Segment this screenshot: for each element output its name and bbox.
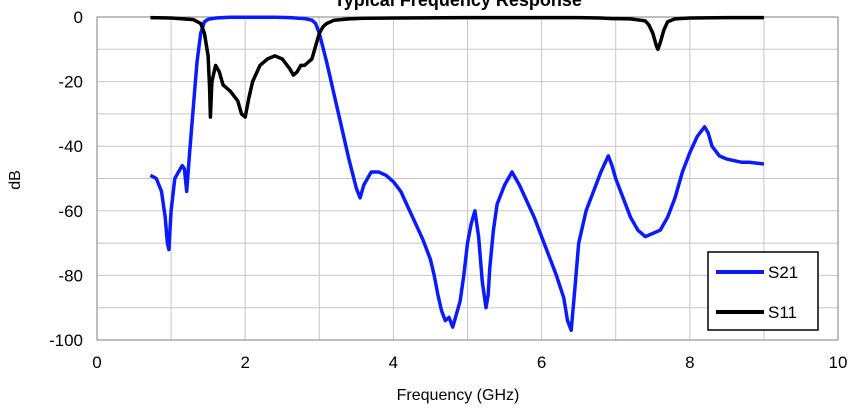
y-tick-label: -80 xyxy=(58,266,83,285)
y-axis-ticks: 0 -20 -40 -60 -80 -100 xyxy=(49,8,83,350)
chart-title: Typical Frequency Response xyxy=(334,0,582,10)
legend-label-s21: S21 xyxy=(768,263,798,282)
legend-box xyxy=(707,251,819,331)
x-tick-label: 2 xyxy=(240,353,249,372)
y-tick-label: -20 xyxy=(58,73,83,92)
series-line-s11 xyxy=(150,15,764,119)
x-tick-label: 10 xyxy=(829,353,848,372)
series-layer xyxy=(149,15,765,333)
x-tick-label: 8 xyxy=(685,353,694,372)
x-axis-ticks: 0 2 4 6 8 10 xyxy=(92,353,847,372)
y-tick-label: -100 xyxy=(49,331,83,350)
y-axis-title: dB xyxy=(7,170,24,190)
y-tick-label: -60 xyxy=(58,202,83,221)
legend: S21 S11 xyxy=(707,251,819,331)
y-tick-label: 0 xyxy=(74,8,83,27)
y-tick-label: -40 xyxy=(58,137,83,156)
grid-lines xyxy=(97,17,838,340)
x-tick-label: 6 xyxy=(537,353,546,372)
x-axis-title: Frequency (GHz) xyxy=(397,387,520,404)
legend-label-s11: S11 xyxy=(768,303,797,322)
series-line-s21 xyxy=(149,15,765,333)
x-tick-label: 0 xyxy=(92,353,101,372)
x-tick-label: 4 xyxy=(389,353,398,372)
